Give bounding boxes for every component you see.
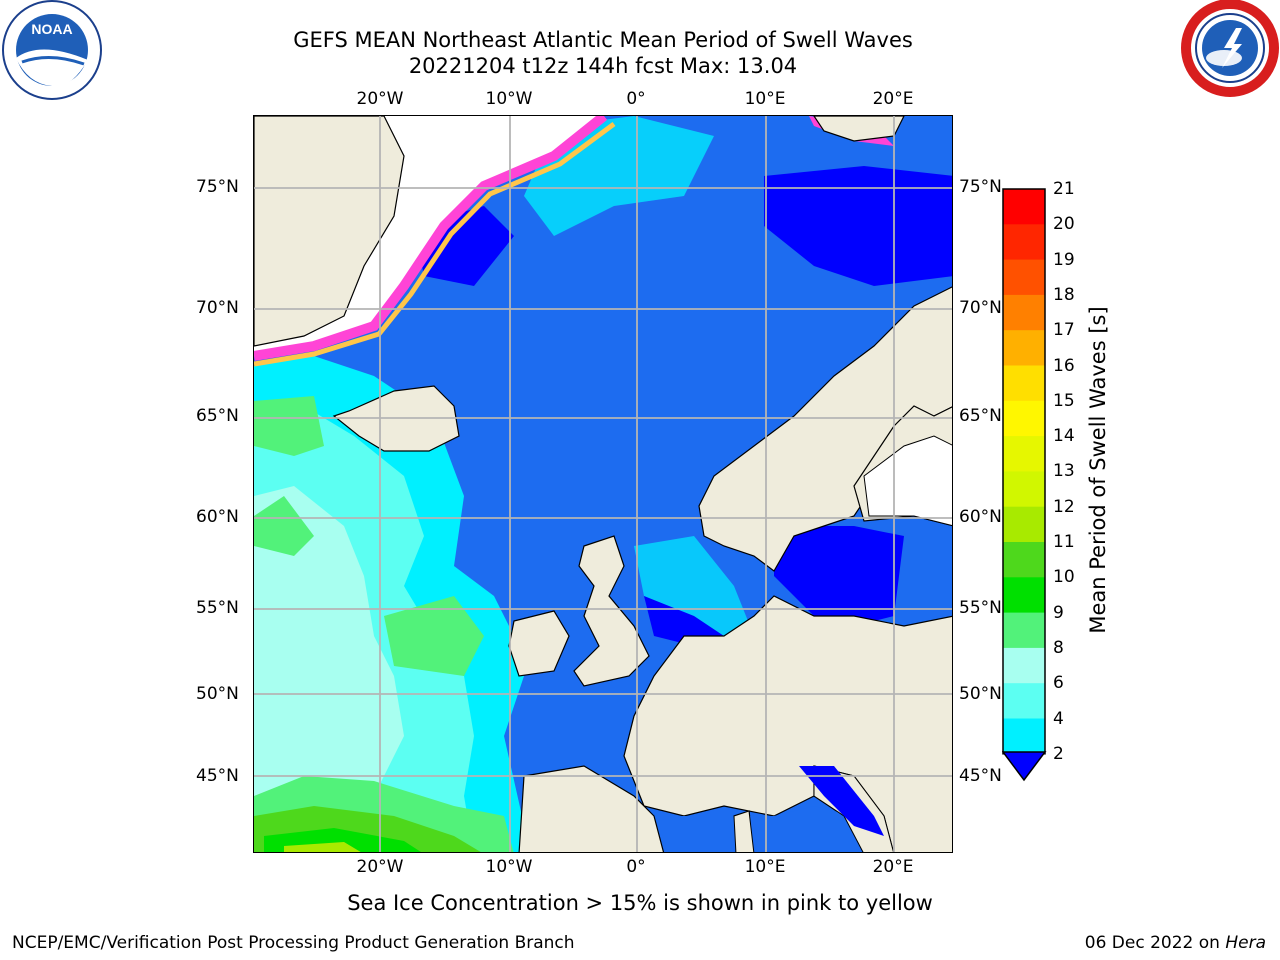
land-greenland xyxy=(254,116,405,347)
land-great-britain xyxy=(573,535,650,687)
colorbar-block-9 xyxy=(1003,612,1045,649)
colorbar-label-9: 9 xyxy=(1053,602,1064,623)
colorbar-title: Mean Period of Swell Waves [s] xyxy=(1086,306,1110,634)
colorbar-label-19: 19 xyxy=(1053,249,1075,270)
lon-tick-bottom-10e: 10°E xyxy=(744,857,786,877)
run-host: Hera xyxy=(1225,933,1266,953)
swell-band-8-9s xyxy=(254,486,404,796)
graticule xyxy=(254,116,952,852)
lat-tick-left-65n: 65°N xyxy=(196,406,239,426)
sea-ice-note: Sea Ice Concentration > 15% is shown in … xyxy=(347,891,933,915)
swell-band-9-10s xyxy=(254,496,314,556)
colorbar-label-15: 15 xyxy=(1053,390,1075,411)
lat-tick-right-75n: 75°N xyxy=(959,177,1002,197)
colorbar-label-12: 12 xyxy=(1053,496,1075,517)
colorbar-label-16: 16 xyxy=(1053,355,1075,376)
map-canvas xyxy=(254,116,952,852)
sea-ice-edge-high xyxy=(254,116,608,361)
credit-line: NCEP/EMC/Verification Post Processing Pr… xyxy=(12,933,575,953)
lon-tick-top-0: 0° xyxy=(626,89,646,109)
gulf-of-bothnia xyxy=(863,435,952,527)
lon-tick-top-10e: 10°E xyxy=(744,89,786,109)
lat-tick-left-75n: 75°N xyxy=(196,177,239,197)
colorbar-blocks xyxy=(1002,188,1046,755)
colorbar-label-18: 18 xyxy=(1053,284,1075,305)
colorbar-label-21: 21 xyxy=(1053,179,1075,199)
swell-patch-north-sea xyxy=(634,536,754,656)
swell-band-12-13s xyxy=(284,842,361,852)
colorbar-block-18 xyxy=(1003,294,1045,331)
colorbar-label-8: 8 xyxy=(1053,637,1064,658)
chart-title: GEFS MEAN Northeast Atlantic Mean Period… xyxy=(293,28,913,52)
colorbar-block-14 xyxy=(1003,436,1045,472)
lon-tick-top-20w: 20°W xyxy=(356,89,404,109)
swell-period-map xyxy=(253,115,953,853)
lon-tick-bottom-20e: 20°E xyxy=(872,857,914,877)
lat-tick-right-65n: 65°N xyxy=(959,406,1002,426)
colorbar-block-21 xyxy=(1003,189,1045,225)
colorbar-block-6 xyxy=(1003,683,1045,719)
colorbar-block-20 xyxy=(1003,224,1045,261)
lon-tick-bottom-20w: 20°W xyxy=(356,857,404,877)
swell-band-9-10s-mid xyxy=(384,596,484,676)
colorbar-label-4: 4 xyxy=(1053,708,1064,729)
colorbar-block-10 xyxy=(1003,577,1045,614)
colorbar xyxy=(1002,188,1047,782)
lat-tick-right-70n: 70°N xyxy=(959,298,1002,318)
nws-logo xyxy=(1181,0,1279,97)
colorbar-label-17: 17 xyxy=(1053,320,1075,341)
swell-low-baltic xyxy=(774,526,904,626)
colorbar-block-12 xyxy=(1003,506,1045,543)
lat-tick-left-45n: 45°N xyxy=(196,766,239,786)
lat-tick-left-55n: 55°N xyxy=(196,598,239,618)
land-svalbard xyxy=(813,116,905,142)
lat-tick-right-60n: 60°N xyxy=(959,507,1002,527)
colorbar-block-15 xyxy=(1003,400,1045,437)
colorbar-block-17 xyxy=(1003,330,1045,366)
colorbar-block-11 xyxy=(1003,542,1045,578)
colorbar-label-10: 10 xyxy=(1053,567,1075,588)
colorbar-block-19 xyxy=(1003,259,1045,296)
lat-tick-left-50n: 50°N xyxy=(196,684,239,704)
colorbar-label-13: 13 xyxy=(1053,461,1075,482)
lat-tick-left-60n: 60°N xyxy=(196,507,239,527)
land-sardinia-top xyxy=(733,810,755,852)
noaa-logo-text: NOAA xyxy=(31,21,72,37)
land-iberia xyxy=(518,765,665,852)
noaa-logo: NOAA xyxy=(2,0,102,100)
forecast-subtitle: 20221204 t12z 144h fcst Max: 13.04 xyxy=(408,54,798,78)
colorbar-extend-arrow xyxy=(1002,751,1047,782)
sea-ice-edge-low xyxy=(254,121,616,367)
lon-tick-top-20e: 20°E xyxy=(872,89,914,109)
adriatic-sea xyxy=(799,766,884,836)
colorbar-label-20: 20 xyxy=(1053,214,1075,235)
colorbar-block-16 xyxy=(1003,365,1045,402)
colorbar-label-6: 6 xyxy=(1053,673,1064,694)
colorbar-block-4 xyxy=(1003,718,1045,755)
lon-tick-top-10w: 10°W xyxy=(485,89,533,109)
run-date: 06 Dec 2022 on Hera xyxy=(1085,933,1266,953)
colorbar-label-11: 11 xyxy=(1053,532,1075,552)
colorbar-block-8 xyxy=(1003,647,1045,684)
lat-tick-left-70n: 70°N xyxy=(196,298,239,318)
colorbar-block-13 xyxy=(1003,471,1045,508)
swell-low-barents xyxy=(764,166,952,286)
lon-tick-bottom-0: 0° xyxy=(626,857,646,877)
lat-tick-right-55n: 55°N xyxy=(959,598,1002,618)
mediterranean-sea xyxy=(674,806,873,852)
lat-tick-right-45n: 45°N xyxy=(959,766,1002,786)
land-continental-europe xyxy=(623,595,952,852)
land-ireland xyxy=(508,610,570,677)
colorbar-label-2: 2 xyxy=(1053,743,1064,764)
swell-band-9-10s-north xyxy=(254,396,324,456)
run-date-text: 06 Dec 2022 on xyxy=(1084,933,1226,953)
colorbar-label-14: 14 xyxy=(1053,426,1075,447)
lon-tick-bottom-10w: 10°W xyxy=(485,857,533,877)
lat-tick-right-50n: 50°N xyxy=(959,684,1002,704)
